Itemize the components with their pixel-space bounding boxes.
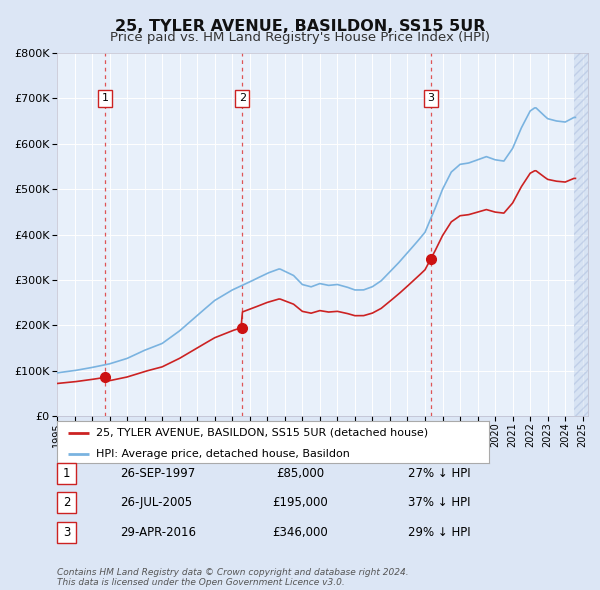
- Text: Price paid vs. HM Land Registry's House Price Index (HPI): Price paid vs. HM Land Registry's House …: [110, 31, 490, 44]
- Text: 1: 1: [101, 93, 109, 103]
- Text: 26-JUL-2005: 26-JUL-2005: [120, 496, 192, 509]
- Text: 3: 3: [427, 93, 434, 103]
- Text: 25, TYLER AVENUE, BASILDON, SS15 5UR (detached house): 25, TYLER AVENUE, BASILDON, SS15 5UR (de…: [96, 428, 428, 438]
- Text: 3: 3: [63, 526, 70, 539]
- Text: £195,000: £195,000: [272, 496, 328, 509]
- Text: 2: 2: [239, 93, 246, 103]
- Text: 27% ↓ HPI: 27% ↓ HPI: [408, 467, 470, 480]
- Text: £346,000: £346,000: [272, 526, 328, 539]
- Text: 29-APR-2016: 29-APR-2016: [120, 526, 196, 539]
- Text: 29% ↓ HPI: 29% ↓ HPI: [408, 526, 470, 539]
- Text: 25, TYLER AVENUE, BASILDON, SS15 5UR: 25, TYLER AVENUE, BASILDON, SS15 5UR: [115, 19, 485, 34]
- Text: 1: 1: [63, 467, 70, 480]
- Text: 2: 2: [63, 496, 70, 509]
- Text: 26-SEP-1997: 26-SEP-1997: [120, 467, 195, 480]
- Text: £85,000: £85,000: [276, 467, 324, 480]
- Bar: [574, 53, 597, 416]
- Text: 37% ↓ HPI: 37% ↓ HPI: [408, 496, 470, 509]
- Text: HPI: Average price, detached house, Basildon: HPI: Average price, detached house, Basi…: [96, 449, 350, 459]
- Text: Contains HM Land Registry data © Crown copyright and database right 2024.
This d: Contains HM Land Registry data © Crown c…: [57, 568, 409, 587]
